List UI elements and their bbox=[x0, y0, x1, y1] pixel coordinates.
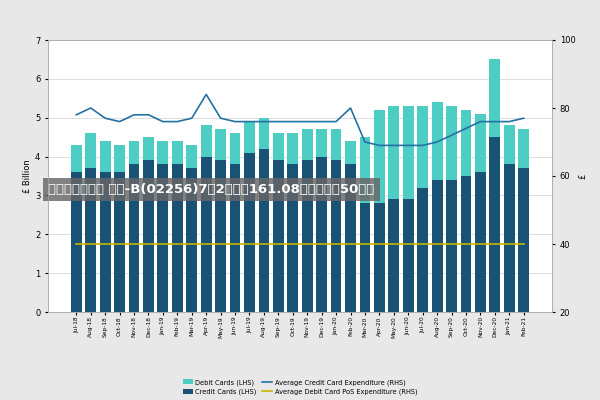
Bar bbox=[259, 149, 269, 312]
Bar bbox=[374, 110, 385, 203]
Legend: Debit Cards (LHS), Credit Cards (LHS), Average Credit Card Expenditure (RHS), Av: Debit Cards (LHS), Credit Cards (LHS), A… bbox=[181, 378, 419, 397]
Bar bbox=[345, 164, 356, 312]
Bar bbox=[374, 203, 385, 312]
Bar bbox=[490, 60, 500, 137]
Bar bbox=[302, 129, 313, 160]
Bar bbox=[71, 172, 82, 312]
Bar bbox=[446, 180, 457, 312]
Bar bbox=[187, 145, 197, 168]
Bar bbox=[461, 110, 472, 176]
Bar bbox=[273, 133, 284, 160]
Bar bbox=[244, 153, 255, 312]
Bar bbox=[143, 137, 154, 160]
Bar bbox=[157, 164, 169, 312]
Bar bbox=[302, 160, 313, 312]
Bar bbox=[475, 172, 486, 312]
Bar bbox=[388, 106, 399, 199]
Bar bbox=[403, 106, 413, 199]
Y-axis label: £ Billion: £ Billion bbox=[23, 159, 32, 193]
Bar bbox=[287, 133, 298, 164]
Bar bbox=[201, 126, 212, 156]
Bar bbox=[359, 137, 370, 203]
Bar bbox=[490, 137, 500, 312]
Bar bbox=[403, 199, 413, 312]
Bar bbox=[461, 176, 472, 312]
Bar bbox=[71, 145, 82, 172]
Bar bbox=[230, 164, 241, 312]
Bar bbox=[331, 160, 341, 312]
Bar bbox=[172, 141, 183, 164]
Bar bbox=[316, 156, 327, 312]
Bar bbox=[128, 141, 139, 164]
Bar bbox=[417, 106, 428, 188]
Bar bbox=[417, 188, 428, 312]
Bar bbox=[201, 156, 212, 312]
Bar bbox=[273, 160, 284, 312]
Bar bbox=[504, 126, 515, 164]
Y-axis label: £: £ bbox=[578, 173, 587, 179]
Bar bbox=[85, 168, 96, 312]
Bar bbox=[431, 180, 443, 312]
Bar bbox=[388, 199, 399, 312]
Bar bbox=[172, 164, 183, 312]
Bar bbox=[504, 164, 515, 312]
Bar bbox=[259, 118, 269, 149]
Bar bbox=[143, 160, 154, 312]
Bar bbox=[128, 164, 139, 312]
Bar bbox=[100, 141, 110, 172]
Bar bbox=[114, 145, 125, 172]
Bar bbox=[230, 133, 241, 164]
Bar bbox=[431, 102, 443, 180]
Bar bbox=[475, 114, 486, 172]
Bar bbox=[331, 129, 341, 160]
Bar bbox=[518, 168, 529, 312]
Bar bbox=[187, 168, 197, 312]
Bar bbox=[215, 160, 226, 312]
Bar bbox=[518, 129, 529, 168]
Bar bbox=[114, 172, 125, 312]
Bar bbox=[244, 122, 255, 153]
Bar bbox=[157, 141, 169, 164]
Bar bbox=[287, 164, 298, 312]
Bar bbox=[85, 133, 96, 168]
Text: 配资平台可靠吗 和誉-B(02256)7月2日斥资161.08万港元回货50万股: 配资平台可靠吗 和誉-B(02256)7月2日斥资161.08万港元回货50万股 bbox=[48, 183, 374, 196]
Bar bbox=[359, 203, 370, 312]
Bar bbox=[345, 141, 356, 164]
Bar bbox=[215, 129, 226, 160]
Bar bbox=[316, 129, 327, 156]
Bar bbox=[446, 106, 457, 180]
Bar bbox=[100, 172, 110, 312]
